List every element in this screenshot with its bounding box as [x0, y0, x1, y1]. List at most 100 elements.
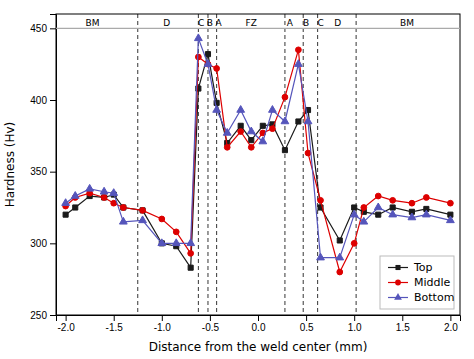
series-point	[173, 229, 179, 235]
series-point	[223, 128, 231, 135]
series-point	[270, 126, 276, 132]
series-point	[102, 195, 107, 200]
x-tick-mark	[258, 315, 259, 321]
chart: -2.0-1.5-1.0-0.50.00.51.01.52.0250300350…	[0, 0, 474, 359]
series-point	[86, 184, 94, 191]
series-point	[238, 123, 243, 128]
series-point	[140, 207, 146, 213]
series-point	[158, 239, 166, 246]
series-point	[120, 205, 126, 211]
zone-boundary	[303, 14, 304, 315]
y-tick: 400	[30, 95, 56, 106]
x-axis-line	[57, 316, 461, 322]
series-point	[350, 210, 358, 217]
series-point	[447, 216, 455, 223]
zone-label: B	[207, 18, 213, 28]
y-tick-label: 400	[30, 95, 47, 106]
x-axis: -2.0-1.5-1.0-0.50.00.51.01.52.0	[57, 315, 461, 333]
series-point	[318, 197, 324, 203]
legend-symbol	[394, 293, 402, 300]
series-point	[296, 119, 301, 124]
zone-boundary	[137, 14, 138, 315]
series-point	[139, 216, 147, 223]
plot: -2.0-1.5-1.0-0.50.00.51.01.52.0250300350…	[30, 14, 460, 333]
series-point	[351, 240, 357, 246]
series-point	[295, 60, 303, 67]
x-tick-label: -1.0	[154, 322, 172, 333]
x-tick-mark	[306, 315, 307, 321]
x-tick-label: 0.0	[252, 322, 266, 333]
zone-label: A	[215, 18, 222, 28]
series-point	[374, 203, 382, 210]
series-point	[282, 148, 287, 153]
series-point	[100, 187, 108, 194]
zone-boundary	[216, 14, 217, 315]
series-line	[66, 38, 451, 257]
x-tick-mark	[354, 315, 355, 321]
zone-label: D	[163, 18, 170, 28]
series-point	[71, 192, 79, 199]
series-point	[337, 238, 342, 243]
x-tick-mark	[114, 315, 115, 321]
series-point	[337, 269, 343, 275]
x-tick: -2.0	[58, 315, 76, 333]
series-point	[188, 265, 193, 270]
series-point	[296, 47, 302, 53]
series-point	[375, 193, 381, 199]
series-point	[63, 212, 68, 217]
series-point	[101, 195, 107, 201]
series-point	[304, 117, 312, 124]
y-tick: 300	[30, 238, 56, 249]
series-point	[73, 205, 78, 210]
legend-box	[380, 256, 454, 309]
x-tick-label: 1.5	[396, 322, 410, 333]
series-point	[224, 144, 230, 150]
x-tick: -1.5	[106, 315, 124, 333]
series-point	[390, 197, 396, 203]
x-tick-mark	[450, 315, 451, 321]
series-point	[259, 137, 267, 144]
series-point	[121, 205, 126, 210]
series-point	[281, 117, 289, 124]
series-point	[282, 94, 288, 100]
legend: TopMiddleBottom	[380, 256, 454, 309]
series-point	[409, 200, 415, 206]
series-point	[247, 127, 255, 134]
y-tick: 350	[30, 166, 56, 177]
legend-label: Middle	[414, 276, 451, 289]
series-point	[214, 66, 220, 72]
y-tick-label: 300	[30, 238, 47, 249]
zone-boundary	[317, 14, 318, 315]
y-axis: 250300350400450	[30, 15, 56, 321]
series-point	[269, 106, 277, 113]
x-tick-label: 0.5	[300, 322, 314, 333]
series-point	[305, 150, 311, 156]
y-tick-mark	[50, 315, 56, 316]
zone-labels: BMDCBAFZABCDBM	[86, 18, 414, 28]
series-point	[336, 253, 344, 260]
series-point	[119, 217, 127, 224]
x-tick: 0.0	[252, 315, 266, 333]
series-point	[110, 189, 118, 196]
data-area	[56, 14, 460, 315]
legend-symbol	[395, 265, 400, 270]
series-point	[140, 208, 145, 213]
zone-label: A	[287, 18, 294, 28]
x-tick-label: -0.5	[202, 322, 220, 333]
series-point	[423, 195, 429, 201]
y-tick-label: 350	[30, 166, 47, 177]
x-tick-label: -2.0	[58, 322, 76, 333]
x-tick: 1.5	[396, 315, 410, 333]
y-tick-label: 250	[30, 310, 47, 321]
legend-item: Bottom	[388, 291, 454, 304]
zone-label: D	[334, 18, 341, 28]
zone-label: BM	[86, 18, 100, 28]
zone-label: C	[198, 18, 204, 28]
x-tick-label: 2.0	[444, 322, 458, 333]
series-point	[237, 106, 245, 113]
x-tick: -1.0	[154, 315, 172, 333]
x-axis-title: Distance from the weld center (mm)	[149, 340, 368, 354]
zone-boundary	[284, 14, 285, 315]
series-point	[422, 210, 430, 217]
series-point	[448, 200, 454, 206]
